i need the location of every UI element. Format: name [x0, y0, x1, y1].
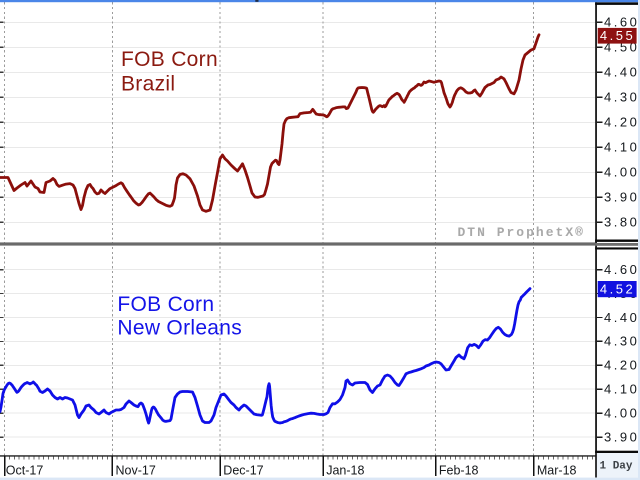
svg-text:3.80: 3.80 — [604, 215, 639, 230]
svg-text:4.20: 4.20 — [604, 358, 639, 373]
svg-text:4.10: 4.10 — [604, 140, 639, 155]
svg-text:4.60: 4.60 — [604, 15, 639, 30]
svg-text:4.55: 4.55 — [600, 28, 635, 43]
svg-text:4.00: 4.00 — [604, 165, 639, 180]
svg-text:FOB Corn: FOB Corn — [121, 48, 218, 71]
svg-text:4.52: 4.52 — [600, 282, 635, 297]
svg-text:Nov-17: Nov-17 — [116, 464, 156, 478]
svg-text:4.40: 4.40 — [604, 65, 639, 80]
svg-text:New Orleans: New Orleans — [117, 317, 242, 340]
svg-text:4.60: 4.60 — [604, 262, 639, 277]
svg-text:4.40: 4.40 — [604, 310, 639, 325]
svg-text:Mar-18: Mar-18 — [537, 464, 577, 478]
svg-text:4.00: 4.00 — [604, 406, 639, 421]
svg-text:3.90: 3.90 — [604, 429, 639, 444]
svg-text:1 Day: 1 Day — [600, 461, 633, 473]
svg-text:4.30: 4.30 — [604, 334, 639, 349]
svg-text:3.90: 3.90 — [604, 190, 639, 205]
svg-text:Oct-17: Oct-17 — [6, 464, 44, 478]
svg-text:Jan-18: Jan-18 — [326, 464, 364, 478]
svg-text:4.10: 4.10 — [604, 382, 639, 397]
svg-text:4.20: 4.20 — [604, 115, 639, 130]
svg-text:Brazil: Brazil — [121, 73, 175, 96]
svg-text:FOB Corn: FOB Corn — [117, 293, 214, 316]
svg-text:Feb-18: Feb-18 — [439, 464, 479, 478]
svg-text:DTN ProphetX®: DTN ProphetX® — [458, 225, 585, 240]
svg-text:4.30: 4.30 — [604, 90, 639, 105]
svg-text:Dec-17: Dec-17 — [223, 464, 263, 478]
